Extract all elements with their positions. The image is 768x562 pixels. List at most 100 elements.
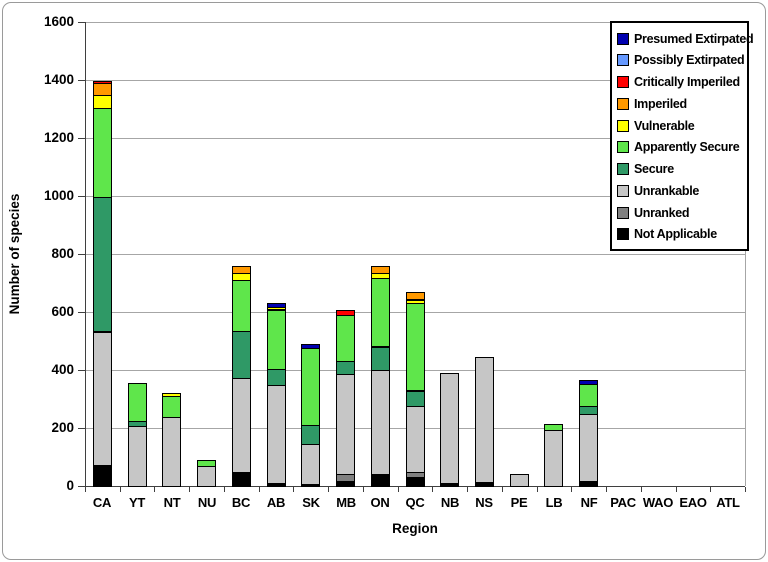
y-axis-tick-label: 0 xyxy=(66,478,74,493)
y-axis-tick xyxy=(78,80,85,81)
bar-segment-ca-not-applicable xyxy=(93,465,112,487)
legend-label: Unrankable xyxy=(634,183,700,198)
x-axis-tick-label-atl: ATL xyxy=(716,495,740,510)
x-axis-tick xyxy=(398,487,399,492)
bar-segment-bc-imperiled xyxy=(232,266,251,274)
bar-segment-mb-unrankable xyxy=(336,374,355,475)
legend: Presumed Extirpated Possibly Extirpated Cr… xyxy=(610,21,754,251)
bar-segment-nf-apparently-secure xyxy=(579,384,598,407)
bar-segment-nf-unrankable xyxy=(579,414,598,482)
bar-segment-mb-not-applicable xyxy=(336,482,355,487)
legend-swatch-not-applicable xyxy=(617,228,629,241)
x-axis-tick-label-eao: EAO xyxy=(679,495,707,510)
y-axis-tick xyxy=(78,428,85,429)
bar-segment-nt-unrankable xyxy=(162,416,181,487)
bar-segment-bc-apparently-secure xyxy=(232,280,251,332)
bar-segment-nt-apparently-secure xyxy=(162,396,181,418)
bar-segment-qc-vulnerable xyxy=(406,300,425,304)
legend-swatch-secure xyxy=(617,163,629,176)
x-axis-tick-label-nf: NF xyxy=(580,495,598,510)
bar-segment-ab-apparently-secure xyxy=(267,310,286,370)
bar-segment-ca-imperiled xyxy=(93,83,112,96)
y-axis-tick xyxy=(78,370,85,371)
y-axis-tick-label: 800 xyxy=(51,246,74,261)
bar-segment-yt-unrankable xyxy=(128,426,147,487)
x-axis-tick-label-lb: LB xyxy=(545,495,563,510)
legend-item-possibly-extirpated: Possibly Extirpated xyxy=(617,50,745,71)
bar-segment-bc-not-applicable xyxy=(232,472,251,487)
gridline xyxy=(85,22,745,23)
x-axis-tick xyxy=(85,487,86,492)
bar-segment-sk-apparently-secure xyxy=(301,348,320,426)
bar-segment-on-apparently-secure xyxy=(371,278,390,347)
bar-segment-ab-unrankable xyxy=(267,385,286,484)
legend-swatch-unrankable xyxy=(617,184,629,197)
bar-segment-sk-presumed-extirpated xyxy=(301,344,320,349)
bar-segment-on-not-applicable xyxy=(371,474,390,487)
bar-segment-qc-apparently-secure xyxy=(406,302,425,391)
bar-segment-pe-unrankable xyxy=(510,474,529,487)
legend-label: Secure xyxy=(634,162,674,177)
x-axis-tick xyxy=(259,487,260,492)
y-axis-tick xyxy=(78,22,85,23)
x-axis-tick xyxy=(676,487,677,492)
x-axis-tick-label-pe: PE xyxy=(510,495,528,510)
bar-segment-on-imperiled xyxy=(371,266,390,274)
legend-item-critically-imperiled: Critically Imperiled xyxy=(617,72,743,93)
y-axis-tick-label: 1200 xyxy=(43,130,74,145)
legend-swatch-unranked xyxy=(617,206,629,219)
gridline xyxy=(85,138,745,139)
bar-segment-on-unrankable xyxy=(371,370,390,475)
x-axis-tick xyxy=(710,487,711,492)
bar-segment-qc-unrankable xyxy=(406,406,425,473)
x-axis-tick-label-nu: NU xyxy=(197,495,217,510)
x-axis-tick xyxy=(606,487,607,492)
x-axis-tick xyxy=(745,487,746,492)
plot-right-border xyxy=(745,22,746,486)
bar-segment-sk-secure xyxy=(301,425,320,445)
legend-label: Presumed Extirpated xyxy=(634,31,754,46)
y-axis-tick-label: 1000 xyxy=(43,188,74,203)
bar-segment-nu-unrankable xyxy=(197,466,216,487)
x-axis-tick-label-on: ON xyxy=(370,495,390,510)
x-axis-tick-label-nb: NB xyxy=(440,495,460,510)
legend-label: Not Applicable xyxy=(634,227,717,242)
x-axis-tick-label-yt: YT xyxy=(128,495,145,510)
y-axis-tick xyxy=(78,486,85,487)
bar-segment-ns-unrankable xyxy=(475,357,494,483)
legend-item-unranked: Unranked xyxy=(617,202,743,223)
x-axis-tick xyxy=(120,487,121,492)
bar-segment-ca-apparently-secure xyxy=(93,108,112,198)
gridline xyxy=(85,196,745,197)
y-axis-tick xyxy=(78,196,85,197)
y-axis-tick xyxy=(78,138,85,139)
legend-item-presumed-extirpated: Presumed Extirpated xyxy=(617,28,754,49)
y-axis-tick-label: 600 xyxy=(51,304,74,319)
legend-item-vulnerable: Vulnerable xyxy=(617,115,743,136)
gridline xyxy=(85,254,745,255)
bar-segment-nt-vulnerable xyxy=(162,393,181,397)
bar-segment-mb-secure xyxy=(336,361,355,375)
x-axis-tick xyxy=(224,487,225,492)
bar-segment-bc-vulnerable xyxy=(232,273,251,281)
bar-segment-ca-unrankable xyxy=(93,332,112,466)
bar-segment-on-secure xyxy=(371,347,390,371)
x-axis-tick xyxy=(293,487,294,492)
bar-segment-qc-not-applicable xyxy=(406,477,425,487)
legend-swatch-critically-imperiled xyxy=(617,76,629,89)
x-axis-tick-label-ab: AB xyxy=(266,495,286,510)
legend-item-secure: Secure xyxy=(617,159,743,180)
legend-item-imperiled: Imperiled xyxy=(617,93,743,114)
bar-segment-lb-unrankable xyxy=(544,429,563,487)
legend-label: Unranked xyxy=(634,205,690,220)
bar-segment-ca-secure xyxy=(93,197,112,332)
x-axis-tick xyxy=(363,487,364,492)
legend-swatch-apparently-secure xyxy=(617,141,629,154)
x-axis-tick xyxy=(189,487,190,492)
y-axis-tick xyxy=(78,254,85,255)
bar-segment-qc-imperiled xyxy=(406,292,425,300)
x-axis-tick-label-nt: NT xyxy=(163,495,181,510)
y-axis-tick-label: 400 xyxy=(51,362,74,377)
legend-label: Imperiled xyxy=(634,96,687,111)
